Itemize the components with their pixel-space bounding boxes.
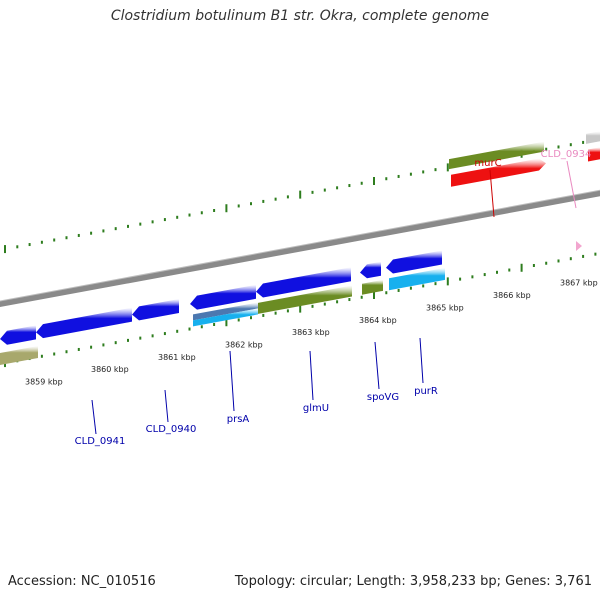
kbp-label: 3861 kbp	[158, 353, 196, 362]
gene-leader-line	[309, 350, 314, 401]
gene-feature-glmU	[256, 267, 351, 298]
gene-feature-murC	[451, 158, 546, 187]
gene-leader-line	[374, 341, 380, 390]
gene-feature-CLD_0934	[588, 147, 600, 162]
gene-feature-CLD_0941	[0, 325, 36, 345]
accession-label: Accession: NC_010516	[8, 574, 156, 589]
rrna-feature	[389, 267, 445, 291]
cds-feature	[362, 279, 383, 295]
trna-feature	[193, 302, 258, 321]
gene-label-cld_0940[interactable]: CLD_0940	[146, 424, 197, 435]
gene-feature-purR	[386, 250, 442, 274]
gene-label-cld_0934[interactable]: CLD_0934	[541, 149, 592, 160]
gene-leader-line	[489, 169, 495, 218]
gene-label-glmu[interactable]: glmU	[303, 403, 329, 414]
kbp-label: 3866 kbp	[493, 291, 531, 300]
kbp-label: 3862 kbp	[225, 340, 263, 349]
gene-label-cld_0941[interactable]: CLD_0941	[75, 436, 126, 447]
gene-feature-CLD_0940	[132, 298, 179, 321]
gene-label-spovg[interactable]: spoVG	[367, 392, 399, 403]
rrna-feature	[193, 308, 258, 327]
gene-leader-line	[419, 337, 424, 384]
kbp-label: 3863 kbp	[292, 328, 330, 337]
gene-label-purr[interactable]: purR	[414, 386, 438, 397]
gene-leader-line	[91, 399, 97, 435]
backbone-highlight	[0, 189, 600, 302]
cds-feature	[258, 285, 352, 314]
gene-label-prsa[interactable]: prsA	[227, 414, 250, 425]
gene-feature-spoVG	[360, 261, 381, 279]
pink-marker	[576, 241, 582, 251]
olive-feature	[0, 345, 38, 365]
kbp-label: 3859 kbp	[25, 377, 63, 386]
kbp-label: 3867 kbp	[560, 279, 598, 288]
gene-feature	[36, 307, 132, 339]
kbp-label: 3860 kbp	[91, 365, 129, 374]
genome-summary: Topology: circular; Length: 3,958,233 bp…	[234, 574, 592, 589]
kbp-label: 3864 kbp	[359, 316, 397, 325]
genome-title: Clostridium botulinum B1 str. Okra, comp…	[110, 8, 490, 24]
gene-leader-line	[566, 160, 577, 209]
gene-feature-prsA	[190, 284, 256, 310]
gene-feature	[586, 131, 600, 144]
genome-backbone	[0, 190, 600, 307]
gene-leader-line	[229, 350, 235, 412]
kbp-label: 3865 kbp	[426, 303, 464, 312]
gene-label-murc[interactable]: murC	[474, 158, 501, 169]
cds-feature	[449, 141, 544, 170]
gene-leader-line	[164, 389, 169, 423]
